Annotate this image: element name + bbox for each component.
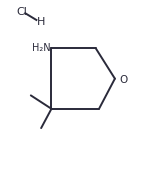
Text: H: H	[37, 17, 46, 27]
Text: O: O	[120, 75, 128, 85]
Text: H₂N: H₂N	[32, 43, 50, 53]
Text: Cl: Cl	[16, 7, 27, 17]
